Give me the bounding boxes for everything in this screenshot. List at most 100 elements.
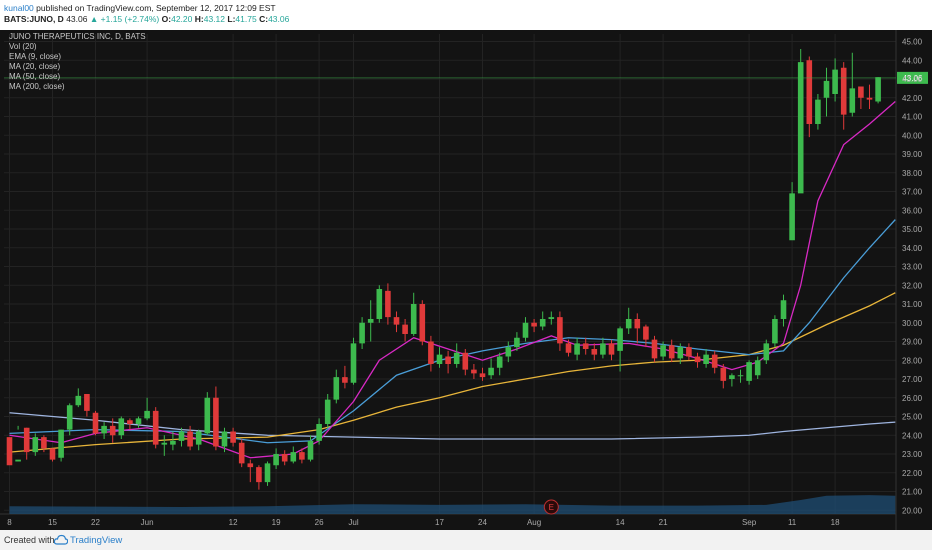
candle [84, 394, 90, 417]
legend-title: JUNO THERAPEUTICS INC, D, BATS [9, 32, 146, 41]
legend-ema9[interactable]: EMA (9, close) [9, 52, 62, 61]
candle [213, 386, 219, 451]
price-axis[interactable]: 20.00 21.00 22.00 23.00 24.00 25.00 26.00 27.00… [902, 38, 923, 516]
candle [797, 49, 804, 194]
legend-ma200[interactable]: MA (200, close) [9, 82, 65, 91]
candle-body [101, 425, 107, 434]
candle [376, 285, 383, 323]
candle [651, 335, 658, 363]
candle [746, 360, 752, 385]
candle-body [187, 431, 193, 447]
candle [101, 422, 107, 439]
x-tick-label: Aug [527, 518, 541, 527]
candle [763, 339, 770, 364]
candle-body [247, 463, 254, 468]
candle-body [324, 399, 331, 424]
price-chart[interactable]: 43.06 20.00 21.00 22.00 23.00 24.00 25.00 26.0… [0, 30, 932, 530]
y-tick-label: 24.00 [902, 431, 923, 440]
candle [591, 343, 598, 361]
candle [780, 294, 787, 327]
candle [445, 350, 451, 374]
candle-body [15, 459, 21, 462]
candle-body [135, 418, 142, 424]
candle-body [333, 377, 340, 400]
candle-body [806, 60, 813, 124]
author-link[interactable]: kunal00 [4, 3, 34, 13]
ma20-line [9, 219, 896, 444]
candle [204, 392, 211, 436]
candle [230, 427, 236, 447]
legend-ma20[interactable]: MA (20, close) [9, 62, 61, 71]
candle [238, 439, 245, 468]
candle [419, 300, 426, 346]
chart-panel[interactable]: 43.06 20.00 21.00 22.00 23.00 24.00 25.00 26.0… [0, 30, 932, 530]
candle [247, 459, 254, 483]
candle [720, 364, 727, 389]
candle [161, 435, 168, 456]
earnings-marker[interactable]: E [543, 499, 559, 515]
candle [539, 311, 546, 331]
volume-area [9, 495, 896, 514]
candle [668, 339, 675, 363]
candle-body [49, 448, 56, 460]
candle [350, 337, 357, 385]
candle-body [264, 463, 271, 483]
candle-body [393, 317, 400, 325]
x-tick-label: 24 [478, 518, 487, 527]
legend-volume[interactable]: Vol (20) [9, 42, 37, 51]
candle-body [746, 362, 752, 381]
candle [333, 369, 340, 404]
candle [393, 311, 400, 333]
publication-line: kunal00 published on TradingView.com, Se… [4, 3, 276, 13]
price-tag-text: 43.06 [902, 74, 923, 83]
candle [428, 335, 434, 372]
y-tick-label: 32.00 [902, 281, 923, 290]
candle-body [600, 343, 606, 355]
candle-body [737, 375, 744, 377]
candle-body [221, 431, 228, 447]
candle [729, 373, 735, 387]
candle [118, 416, 125, 439]
open-value: 42.20 [171, 14, 193, 24]
candle [806, 56, 813, 138]
candle-body [668, 345, 675, 359]
x-tick-label: 12 [229, 518, 238, 527]
candle [195, 429, 202, 451]
candle [557, 311, 563, 351]
candle-body [92, 412, 99, 434]
tradingview-brand[interactable]: TradingView [70, 535, 123, 546]
candle-body [256, 467, 262, 483]
candle-body [866, 97, 873, 100]
candle [75, 388, 82, 408]
candle-body [488, 367, 494, 376]
candle [832, 58, 838, 102]
candle-body [376, 289, 383, 319]
moving-average-lines [9, 101, 896, 459]
candle-body [170, 440, 176, 445]
candle-body [711, 354, 718, 368]
candle-body [419, 304, 426, 342]
candle-body [505, 347, 512, 357]
candle-body [496, 356, 503, 368]
candle [617, 326, 623, 372]
candle-body [539, 319, 546, 327]
tradingview-cloud-icon[interactable] [54, 534, 68, 545]
y-tick-label: 39.00 [902, 150, 923, 159]
candle-body [522, 322, 529, 338]
legend-ma50[interactable]: MA (50, close) [9, 72, 61, 81]
candle [849, 52, 856, 117]
x-tick-label: Jul [348, 518, 358, 527]
candle [170, 431, 176, 451]
y-tick-label: 44.00 [902, 56, 923, 65]
candle [505, 341, 512, 363]
ohlc-line: BATS:JUNO, D 43.06 ▲ +1.15 (+2.74%) O:42… [4, 14, 289, 24]
time-axis[interactable]: 8 15 22 Jun 12 19 26 Jul 17 24 Aug 14 21 Sep 11 18 [7, 518, 840, 527]
candle-body [574, 343, 580, 355]
candle [92, 410, 99, 436]
candle-body [703, 354, 709, 364]
volume-shape [9, 495, 896, 514]
candle-body [109, 425, 116, 436]
candle [840, 62, 847, 130]
candle-body [410, 304, 417, 334]
candle [815, 94, 821, 130]
